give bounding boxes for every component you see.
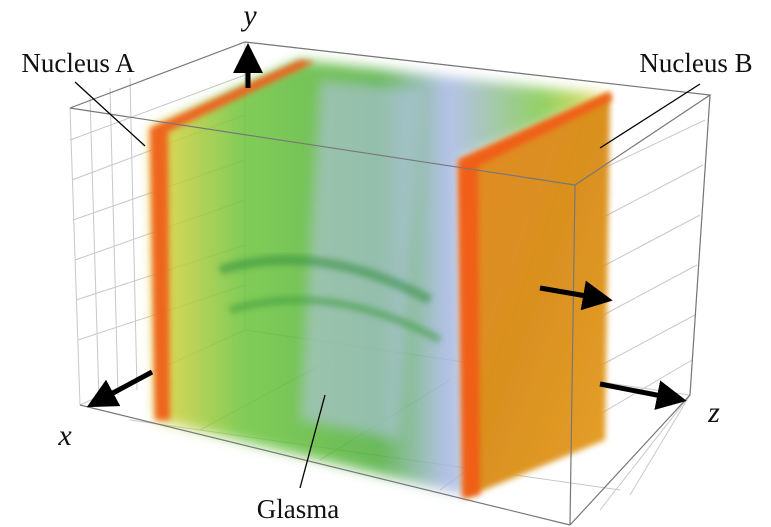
axis-label-z: z (707, 396, 720, 429)
axis-label-y: y (240, 0, 257, 32)
page: Nucleus A Nucleus B Glasma y x z (() => … (0, 0, 771, 527)
label-glasma: Glasma (257, 494, 339, 524)
volume-render (150, 60, 612, 498)
x-arrow (100, 372, 152, 400)
label-nucleus-b: Nucleus B (639, 48, 752, 78)
label-nucleus-a: Nucleus A (21, 48, 135, 78)
figure: Nucleus A Nucleus B Glasma y x z (0, 0, 771, 527)
axis-label-x: x (57, 419, 72, 452)
